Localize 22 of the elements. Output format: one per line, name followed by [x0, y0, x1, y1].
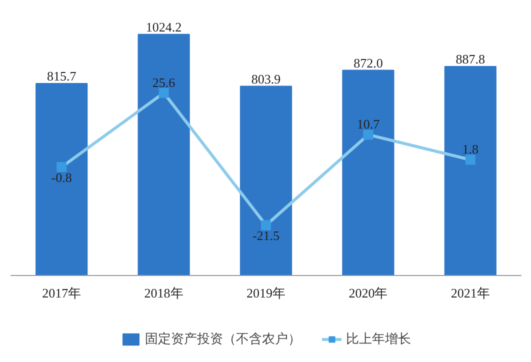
data-label: 1.8 — [462, 142, 479, 157]
data-label: 25.6 — [152, 74, 176, 90]
data-label: -21.5 — [252, 228, 280, 244]
data-label: 872.0 — [354, 55, 383, 70]
bar — [138, 34, 190, 276]
bar — [240, 86, 292, 276]
x-tick-label: 2018年 — [144, 286, 184, 300]
x-tick-label: 2021年 — [450, 286, 490, 300]
legend-label: 固定资产投资（不含农户） — [145, 331, 301, 348]
legend-label: 比上年增长 — [346, 331, 411, 348]
data-label: 815.7 — [46, 68, 77, 84]
x-tick-label: 2019年 — [246, 286, 286, 300]
data-label: 887.8 — [456, 52, 486, 67]
x-tick-label: 2020年 — [348, 286, 388, 300]
data-label: 803.9 — [251, 71, 281, 86]
bar — [444, 66, 496, 276]
data-label: 10.7 — [356, 116, 380, 132]
bar — [342, 70, 394, 276]
bar — [36, 83, 88, 276]
x-tick-label: 2017年 — [42, 286, 82, 300]
data-label: -0.8 — [51, 170, 72, 186]
data-label: 1024.2 — [146, 19, 182, 34]
